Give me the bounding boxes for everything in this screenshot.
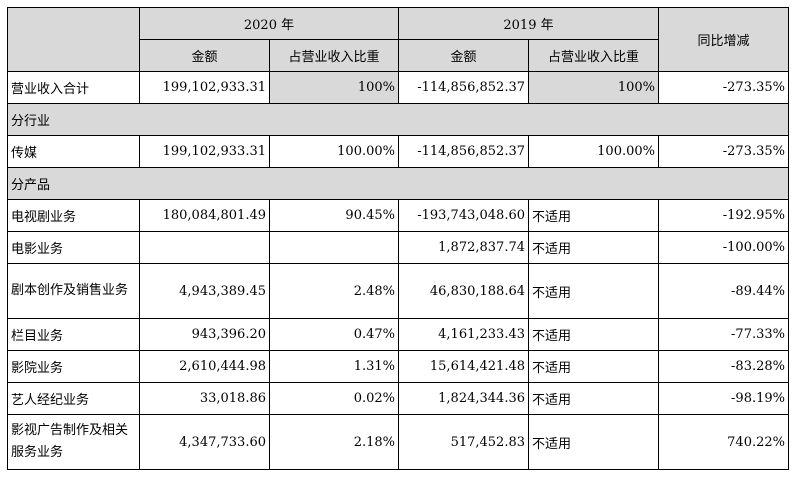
row-label: 电视剧业务 [7, 199, 140, 232]
ratio-2020-cell: 100.00% [269, 135, 399, 168]
section-row-industry: 分行业 [7, 103, 789, 136]
table-row: 影视广告制作及相关服务业务 4,347,733.60 2.18% 517,452… [7, 414, 789, 470]
table-row: 剧本创作及销售业务 4,943,389.45 2.48% 46,830,188.… [7, 263, 789, 319]
yoy-cell: -273.35% [658, 135, 789, 168]
amount-2020-cell: 180,084,801.49 [139, 199, 270, 232]
ratio-2019-cell: 不适用 [528, 263, 659, 319]
row-label: 栏目业务 [7, 318, 140, 351]
amount-2019-cell: -114,856,852.37 [398, 135, 529, 168]
revenue-composition-table: 2020 年 2019 年 同比增减 金额 占营业收入比重 金额 占营业收入比重… [7, 7, 789, 470]
row-label: 剧本创作及销售业务 [7, 263, 140, 319]
amount-2019-header: 金额 [398, 39, 529, 72]
ratio-2020-cell: 2.48% [269, 263, 399, 319]
ratio-2020-cell: 1.31% [269, 350, 399, 383]
table-row: 电视剧业务 180,084,801.49 90.45% -193,743,048… [7, 199, 789, 232]
ratio-2020-cell: 0.47% [269, 318, 399, 351]
total-row: 营业收入合计 199,102,933.31 100% -114,856,852.… [7, 71, 789, 104]
ratio-2019-cell: 100% [528, 71, 659, 104]
ratio-2019-cell: 不适用 [528, 231, 659, 264]
amount-2020-cell: 4,943,389.45 [139, 263, 270, 319]
header-row-columns: 金额 占营业收入比重 金额 占营业收入比重 [8, 39, 789, 72]
section-label: 分产品 [7, 167, 789, 200]
ratio-2020-cell: 2.18% [269, 414, 399, 470]
ratio-2019-header: 占营业收入比重 [528, 39, 659, 72]
ratio-2020-cell [269, 231, 399, 264]
row-label: 营业收入合计 [7, 71, 140, 104]
yoy-cell: -89.44% [658, 263, 789, 319]
yoy-cell: -77.33% [658, 318, 789, 351]
year-2019-header: 2019 年 [398, 7, 659, 40]
ratio-2020-cell: 90.45% [269, 199, 399, 232]
amount-2020-cell: 2,610,444.98 [139, 350, 270, 383]
table-row: 栏目业务 943,396.20 0.47% 4,161,233.43 不适用 -… [7, 318, 789, 351]
yoy-cell: -83.28% [658, 350, 789, 383]
yoy-cell: -100.00% [658, 231, 789, 264]
yoy-cell: -192.95% [658, 199, 789, 232]
corner-header-cell [7, 7, 140, 72]
amount-2019-cell: -114,856,852.37 [398, 71, 529, 104]
header-row-years: 2020 年 2019 年 同比增减 [7, 7, 789, 72]
amount-2020-cell: 33,018.86 [139, 382, 270, 415]
row-label: 电影业务 [7, 231, 140, 264]
amount-2019-cell: 15,614,421.48 [398, 350, 529, 383]
row-label: 影院业务 [7, 350, 140, 383]
section-row-product: 分产品 [7, 167, 789, 200]
amount-2019-cell: -193,743,048.60 [398, 199, 529, 232]
amount-2020-cell: 4,347,733.60 [139, 414, 270, 470]
ratio-2020-header: 占营业收入比重 [269, 39, 399, 72]
yoy-header: 同比增减 [658, 7, 789, 72]
amount-2020-header: 金额 [139, 39, 270, 72]
section-label: 分行业 [7, 103, 789, 136]
table-row: 传媒 199,102,933.31 100.00% -114,856,852.3… [7, 135, 789, 168]
ratio-2019-cell: 不适用 [528, 199, 659, 232]
ratio-2019-cell: 不适用 [528, 318, 659, 351]
table-row: 艺人经纪业务 33,018.86 0.02% 1,824,344.36 不适用 … [7, 382, 789, 415]
amount-2020-cell [139, 231, 270, 264]
row-label: 艺人经纪业务 [7, 382, 140, 415]
amount-2019-cell: 4,161,233.43 [398, 318, 529, 351]
table-row: 影院业务 2,610,444.98 1.31% 15,614,421.48 不适… [7, 350, 789, 383]
table-row: 电影业务 1,872,837.74 不适用 -100.00% [7, 231, 789, 264]
yoy-cell: -273.35% [658, 71, 789, 104]
ratio-2019-cell: 不适用 [528, 414, 659, 470]
ratio-2020-cell: 100% [269, 71, 399, 104]
ratio-2019-cell: 不适用 [528, 350, 659, 383]
amount-2020-cell: 943,396.20 [139, 318, 270, 351]
amount-2019-cell: 517,452.83 [398, 414, 529, 470]
ratio-2019-cell: 100.00% [528, 135, 659, 168]
amount-2019-cell: 1,824,344.36 [398, 382, 529, 415]
row-label: 影视广告制作及相关服务业务 [7, 414, 140, 470]
amount-2019-cell: 46,830,188.64 [398, 263, 529, 319]
year-2020-header: 2020 年 [139, 7, 399, 40]
amount-2020-cell: 199,102,933.31 [139, 71, 270, 104]
row-label: 传媒 [7, 135, 140, 168]
ratio-2020-cell: 0.02% [269, 382, 399, 415]
yoy-cell: -98.19% [658, 382, 789, 415]
ratio-2019-cell: 不适用 [528, 382, 659, 415]
yoy-cell: 740.22% [658, 414, 789, 470]
amount-2019-cell: 1,872,837.74 [398, 231, 529, 264]
amount-2020-cell: 199,102,933.31 [139, 135, 270, 168]
